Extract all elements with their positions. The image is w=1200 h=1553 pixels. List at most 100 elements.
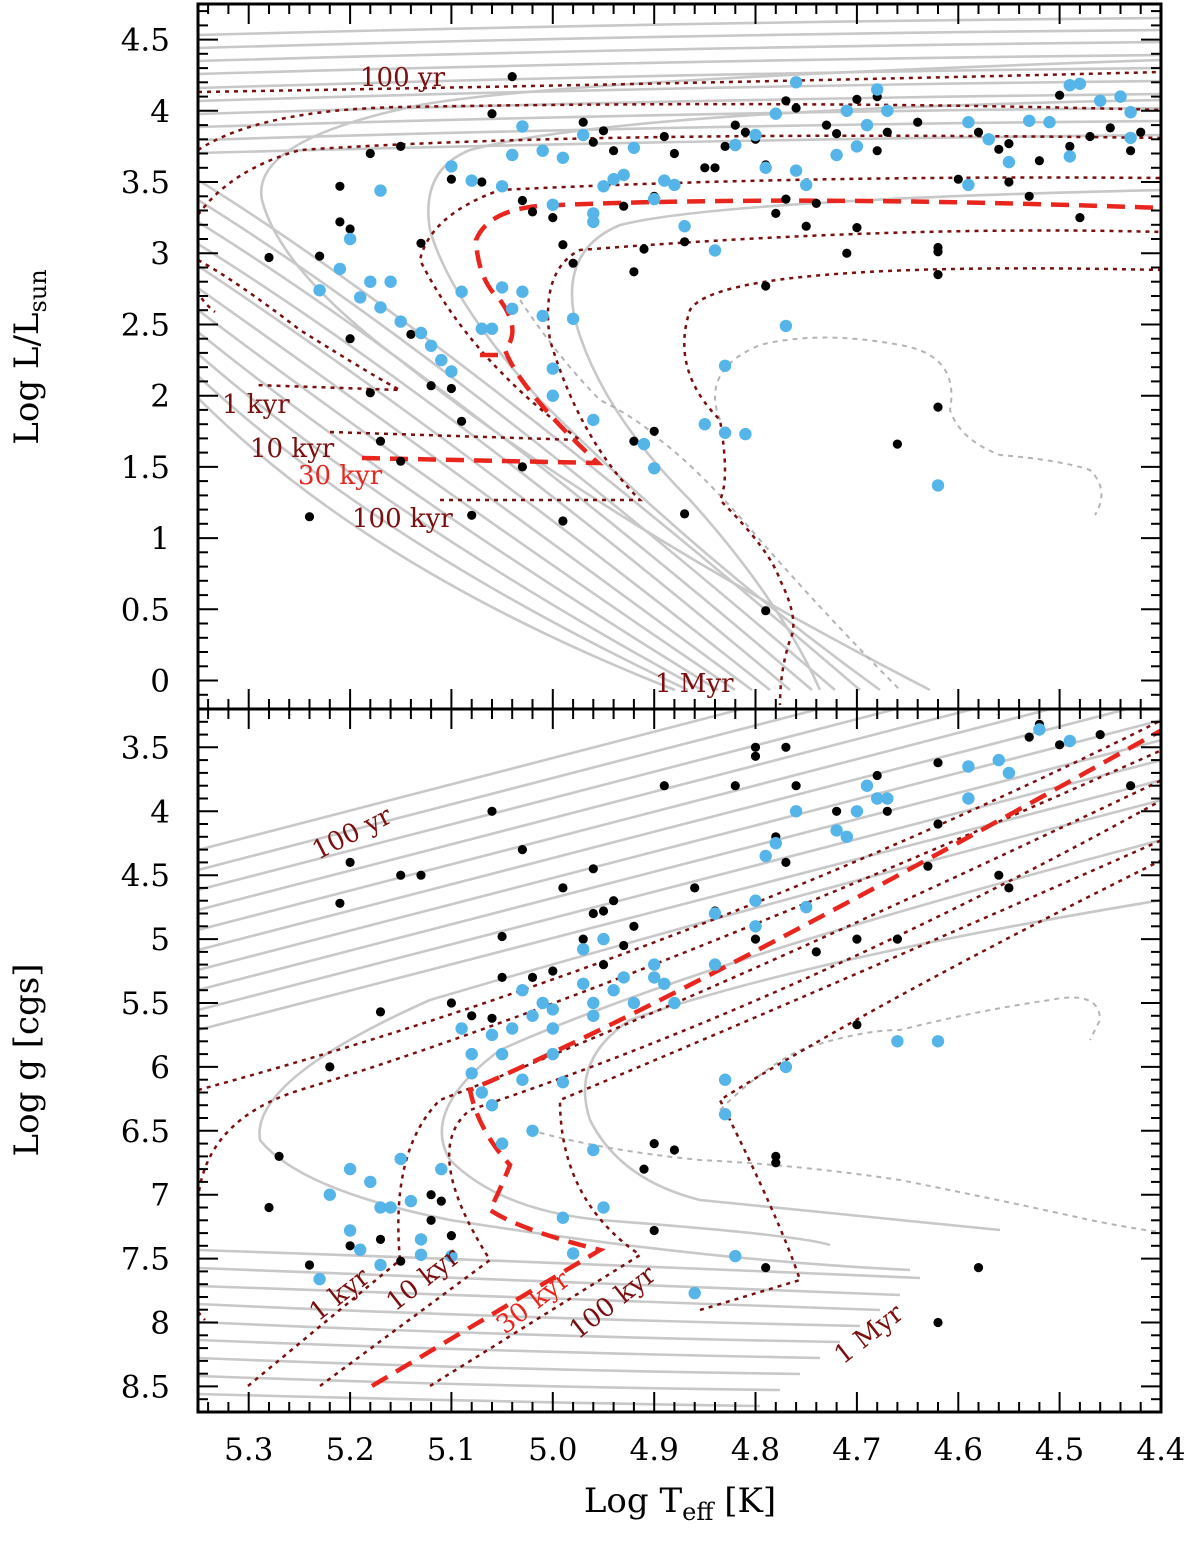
blue-star-point	[424, 339, 438, 352]
black-star-point	[1004, 883, 1014, 893]
blue-star-point	[729, 138, 742, 152]
black-star-point	[406, 329, 416, 339]
y-tick-label: 6.5	[121, 1114, 170, 1150]
y-tick-label: 0	[150, 664, 170, 700]
black-star-point	[649, 1225, 659, 1236]
blue-star-point	[506, 1022, 519, 1035]
blue-star-point	[749, 920, 762, 933]
x-tick-label: 4.5	[1035, 1432, 1084, 1468]
bottom-track-lines	[198, 709, 1161, 1408]
blue-star-point	[597, 1201, 610, 1214]
black-star-point	[588, 137, 598, 147]
black-star-point	[690, 883, 700, 893]
blue-star-point	[516, 285, 529, 298]
blue-star-point	[688, 1286, 701, 1300]
black-star-point	[517, 845, 528, 855]
blue-star-point	[779, 1060, 793, 1074]
blue-star-point	[354, 291, 367, 304]
blue-star-point	[577, 943, 590, 956]
black-star-point	[365, 148, 375, 159]
black-star-point	[446, 998, 456, 1008]
blue-star-point	[708, 244, 722, 257]
black-star-point	[558, 883, 568, 893]
black-star-point	[446, 1231, 456, 1241]
blue-star-point	[495, 281, 509, 294]
black-star-point	[821, 120, 832, 130]
black-star-point	[730, 781, 740, 791]
blue-star-point	[1033, 723, 1046, 736]
black-star-point	[740, 127, 751, 137]
black-star-point	[304, 1260, 315, 1270]
blue-star-point	[546, 362, 559, 375]
blue-star-point	[931, 1035, 945, 1048]
blue-star-point	[759, 849, 772, 863]
x-axis-label-unit: [K]	[713, 1481, 776, 1521]
black-star-point	[680, 237, 690, 247]
x-tick-label: 5.0	[528, 1432, 577, 1468]
black-star-point	[882, 127, 892, 137]
black-star-point	[345, 224, 355, 234]
blue-star-point	[729, 1249, 742, 1263]
black-star-point	[1004, 177, 1014, 187]
y-tick-label: 3.5	[121, 165, 170, 201]
blue-star-point	[546, 198, 559, 211]
black-star-point	[335, 217, 345, 227]
black-star-point	[710, 163, 720, 173]
y-tick-label: 2.5	[121, 308, 170, 344]
black-star-point	[933, 1317, 943, 1328]
blue-star-point	[374, 301, 387, 314]
blue-star-point	[597, 180, 610, 193]
blue-star-point	[587, 413, 600, 427]
black-star-point	[994, 144, 1004, 154]
iso-label-1kyr-top: 1 kyr	[222, 390, 290, 420]
y-tick-label: 4	[150, 94, 170, 130]
top-y-axis-label-sub: sun	[24, 269, 52, 312]
y-tick-label: 3.5	[121, 730, 170, 766]
black-star-point	[588, 864, 598, 874]
blue-star-point	[718, 426, 732, 439]
blue-star-point	[566, 312, 580, 325]
y-tick-label: 3	[150, 236, 170, 272]
x-tick-label: 4.8	[731, 1432, 780, 1468]
black-star-point	[1024, 732, 1034, 742]
black-star-point	[446, 383, 456, 394]
black-star-point	[1065, 141, 1075, 151]
x-tick-label: 4.6	[934, 1432, 983, 1468]
blue-star-point	[485, 1099, 499, 1112]
black-star-point	[446, 174, 456, 184]
top-track-lines	[198, 16, 1161, 706]
black-star-point	[497, 972, 507, 983]
black-star-point	[1024, 191, 1034, 201]
blue-star-point	[840, 830, 853, 843]
x-tick-label: 5.1	[427, 1432, 476, 1468]
black-star-point	[558, 240, 568, 250]
blue-star-point	[414, 1233, 428, 1246]
y-tick-label: 6	[150, 1050, 170, 1086]
blue-star-point	[435, 1162, 448, 1176]
black-star-point	[396, 141, 406, 151]
blue-star-point	[668, 996, 681, 1010]
black-star-point	[1075, 213, 1085, 223]
blue-star-point	[414, 1248, 428, 1262]
top-isochrone-labels: 100 yr 1 kyr 10 kyr 30 kyr 100 kyr 1 Myr	[222, 63, 734, 699]
black-star-point	[598, 906, 609, 916]
black-star-point	[892, 439, 903, 449]
black-star-point	[872, 770, 882, 781]
black-star-point	[375, 1234, 386, 1244]
black-star-point	[872, 146, 882, 156]
blue-star-point	[587, 996, 600, 1010]
black-star-point	[1126, 146, 1136, 156]
black-star-point	[1004, 139, 1014, 149]
black-star-point	[771, 1151, 781, 1161]
blue-star-point	[343, 1162, 357, 1176]
y-tick-label: 7	[150, 1178, 170, 1214]
black-star-point	[527, 207, 538, 217]
blue-star-point	[962, 760, 975, 773]
black-star-point	[771, 1158, 781, 1168]
blue-star-point	[759, 161, 772, 174]
black-star-point	[973, 127, 984, 137]
black-star-point	[588, 908, 598, 919]
black-star-point	[680, 509, 690, 519]
black-star-point	[426, 1190, 436, 1200]
black-star-point	[568, 258, 578, 268]
